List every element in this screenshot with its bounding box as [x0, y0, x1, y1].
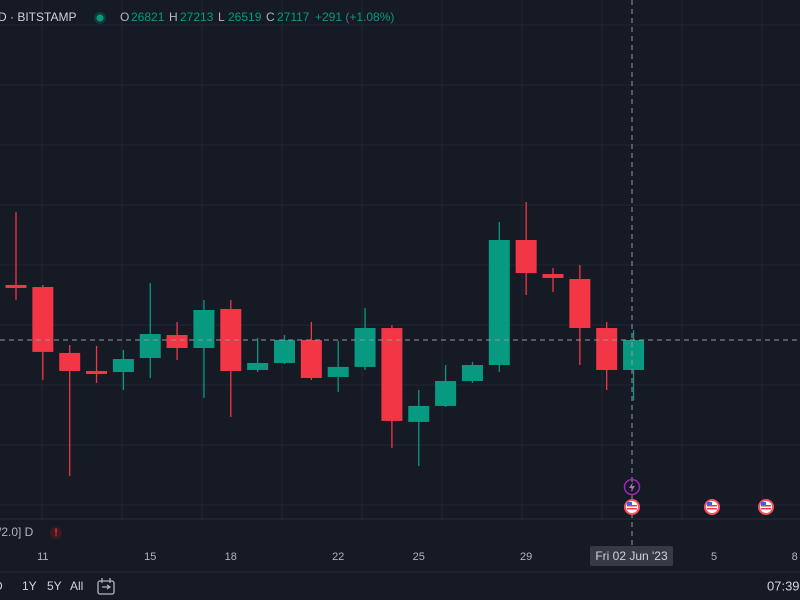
candle-body — [139, 334, 161, 359]
grid — [0, 0, 800, 519]
us-flag-icon[interactable] — [758, 499, 774, 515]
x-tick-label: 5 — [711, 551, 717, 563]
candle-body — [461, 365, 483, 382]
date-range-icon[interactable] — [97, 578, 115, 595]
candle-body — [435, 381, 457, 406]
candle-body — [569, 278, 591, 329]
candles — [5, 202, 645, 476]
candle-body — [59, 352, 81, 371]
clock: 07:39 — [767, 578, 800, 593]
candle-body — [488, 239, 510, 366]
candle-body — [274, 339, 295, 363]
candle-body — [542, 274, 564, 278]
symbol: D · BITSTAMP — [0, 10, 76, 24]
low-value: 26519 — [228, 10, 262, 24]
toolbar: D 1Y 5Y All — [0, 579, 83, 593]
x-tick-label: 18 — [225, 551, 237, 563]
high-value: 27213 — [180, 10, 214, 24]
open-label: O — [120, 10, 129, 24]
candle-body — [623, 339, 645, 370]
candle-body — [247, 362, 269, 370]
x-axis: 11 15 18 22 25 29 5 8 — [37, 551, 798, 563]
warning-icon[interactable] — [50, 527, 62, 539]
x-tick-label: 11 — [37, 551, 48, 563]
economic-events — [624, 499, 774, 515]
candle-body — [596, 328, 618, 370]
open-value: 26821 — [131, 10, 165, 24]
x-tick-label: 8 — [792, 551, 798, 563]
close-label: C — [266, 10, 275, 24]
candle-body — [220, 308, 242, 371]
x-tick-label: 15 — [144, 551, 156, 563]
candle-body — [32, 286, 54, 352]
candle-body — [515, 239, 537, 274]
candle-body — [86, 370, 108, 375]
range-button[interactable]: 1Y — [22, 579, 37, 593]
range-button[interactable]: D — [0, 579, 3, 593]
event-icon-bolt — [629, 482, 635, 492]
range-button[interactable]: All — [70, 579, 83, 593]
event-icon[interactable] — [623, 478, 641, 496]
warning-mark: ! — [54, 528, 57, 539]
crosshair-label: Fri 02 Jun '23 — [595, 549, 668, 563]
low-label: L — [218, 10, 225, 24]
change: +291 (+1.08%) — [315, 10, 394, 24]
indicator-label: /2.0] D — [0, 525, 34, 539]
x-tick-label: 22 — [332, 551, 344, 563]
candle-body — [112, 359, 134, 372]
high-label: H — [169, 10, 178, 24]
range-button[interactable]: 5Y — [47, 579, 62, 593]
candle-body — [381, 328, 403, 421]
candle-body — [327, 366, 349, 377]
us-flag-icon[interactable] — [704, 499, 720, 515]
candle-body — [5, 284, 27, 289]
status-dot — [96, 14, 104, 22]
candle-body — [354, 328, 376, 367]
candle-body — [408, 405, 430, 422]
candle-body — [300, 339, 322, 378]
crosshair-label-box — [590, 546, 673, 566]
us-flag-icon[interactable] — [624, 499, 640, 515]
candle-body — [193, 309, 215, 348]
x-tick-label: 25 — [413, 551, 425, 563]
close-value: 27117 — [277, 10, 310, 24]
x-tick-label: 29 — [520, 551, 532, 563]
candle-body — [166, 335, 188, 348]
